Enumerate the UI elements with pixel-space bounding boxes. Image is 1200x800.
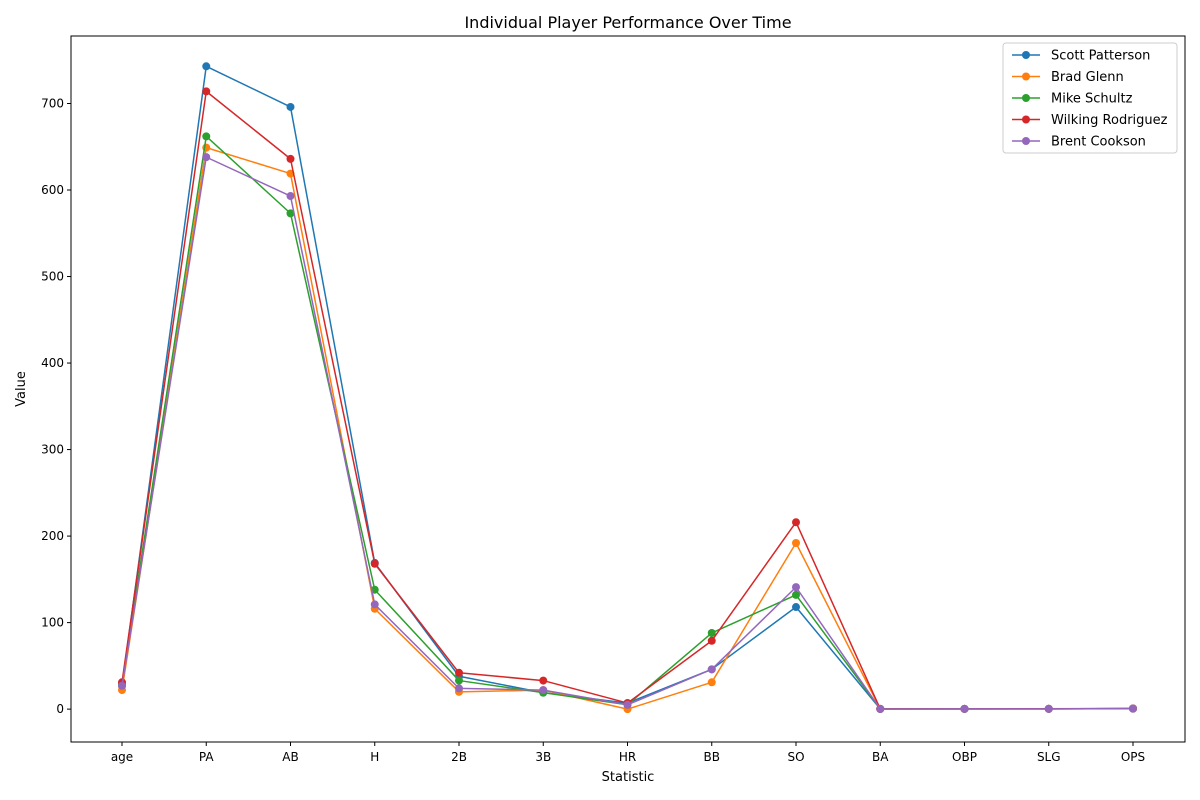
x-axis-label: Statistic [602, 770, 655, 785]
y-axis-label: Value [14, 371, 29, 407]
legend-entry: Scott Patterson [1012, 49, 1150, 64]
data-point [286, 154, 295, 163]
data-point [707, 636, 716, 645]
x-tick-label: OPS [1121, 750, 1145, 764]
legend-box [1002, 42, 1178, 154]
x-axis: age PA AB H 2B 3B HR BB SO BA OBP SLG OPS [111, 742, 1145, 764]
legend-marker [1022, 94, 1030, 102]
legend-label: Brad Glenn [1051, 70, 1124, 85]
data-point [792, 539, 800, 547]
y-tick-label: 700 [41, 96, 64, 110]
x-tick-label: SLG [1037, 750, 1061, 764]
data-point [623, 700, 632, 709]
legend-entry: Brent Cookson [1012, 135, 1146, 150]
legend-entry: Mike Schultz [1012, 92, 1133, 107]
data-point [1044, 704, 1053, 713]
legend-label: Brent Cookson [1051, 135, 1146, 150]
series-4 [118, 153, 1137, 713]
x-tick-label: BA [872, 750, 889, 764]
y-tick-label: 500 [41, 270, 64, 284]
data-point [202, 87, 211, 96]
x-tick-label: 3B [535, 750, 551, 764]
data-point [539, 676, 548, 685]
data-point [792, 518, 800, 527]
data-point [202, 153, 211, 162]
x-tick-label: SO [787, 750, 804, 764]
legend-marker [1022, 72, 1030, 81]
x-tick-label: AB [282, 750, 298, 764]
x-tick-label: age [111, 750, 133, 764]
data-point [960, 704, 969, 713]
data-point [118, 681, 126, 690]
y-tick-label: 300 [41, 443, 64, 457]
data-point [455, 676, 463, 685]
legend: Scott Patterson Brad Glenn Mike Schultz Wil… [1002, 42, 1178, 154]
data-point [1129, 704, 1137, 713]
legend-marker [1022, 51, 1030, 59]
data-point [286, 102, 295, 111]
x-tick-label: 2B [451, 750, 467, 764]
legend-label: Wilking Rodriguez [1051, 113, 1168, 128]
x-tick-label: H [370, 750, 379, 764]
data-point [876, 704, 885, 713]
y-tick-label: 200 [41, 529, 64, 543]
y-axis: 0 100 200 300 400 500 600 700 [41, 96, 71, 716]
data-point [202, 132, 211, 141]
legend-entry: Brad Glenn [1012, 70, 1124, 85]
data-point [202, 62, 211, 71]
chart-title: Individual Player Performance Over Time [464, 13, 791, 32]
data-point [370, 559, 379, 568]
y-tick-label: 400 [41, 356, 64, 370]
data-point [455, 668, 463, 677]
x-tick-label: BB [704, 750, 720, 764]
data-point [707, 665, 716, 674]
x-tick-label: HR [619, 750, 636, 764]
legend-marker [1022, 115, 1030, 124]
data-point [707, 678, 716, 687]
legend-entry: Wilking Rodriguez [1012, 113, 1168, 128]
data-point [792, 583, 800, 592]
x-tick-label: PA [199, 750, 214, 764]
data-point [792, 603, 800, 612]
y-tick-label: 100 [41, 616, 64, 630]
data-point [286, 192, 295, 201]
data-point [370, 600, 379, 609]
data-point [455, 684, 463, 693]
data-point [707, 628, 716, 637]
data-point [286, 209, 295, 218]
plot-area [118, 62, 1137, 714]
data-point [792, 590, 800, 599]
y-tick-label: 0 [56, 702, 64, 716]
legend-label: Mike Schultz [1051, 92, 1133, 107]
legend-label: Scott Patterson [1051, 49, 1150, 64]
y-tick-label: 600 [41, 183, 64, 197]
data-point [539, 686, 548, 695]
legend-marker [1022, 137, 1030, 145]
x-tick-label: OBP [952, 750, 977, 764]
